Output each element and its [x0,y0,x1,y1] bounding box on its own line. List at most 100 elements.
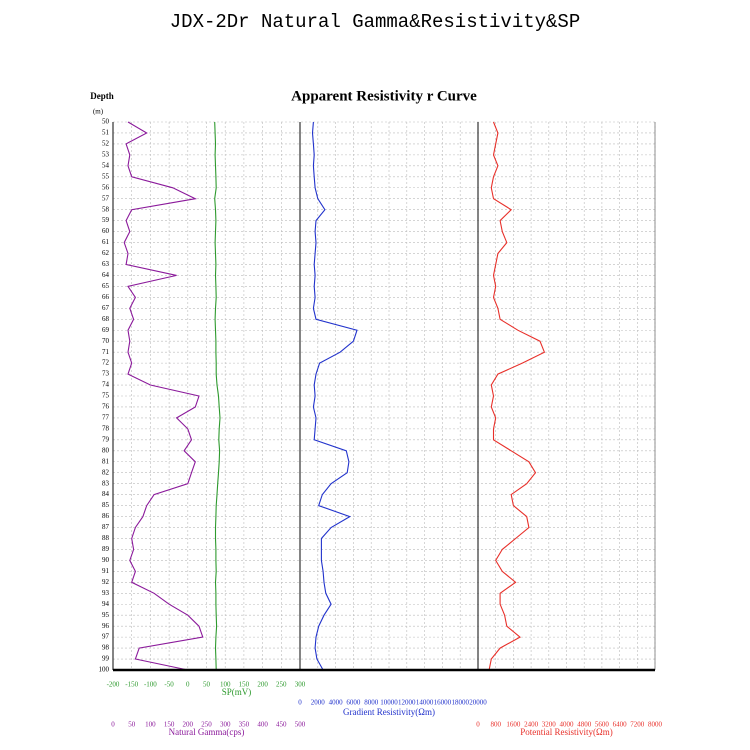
x-tick-label: 4000 [560,721,575,729]
y-tick-label: 83 [102,479,110,487]
x-tick-label: 150 [164,721,175,729]
y-tick-label: 85 [102,501,110,509]
y-tick-label: 50 [102,118,110,126]
y-axis-unit: (m) [93,108,104,116]
y-tick-label: 79 [102,435,110,443]
x-tick-label: 500 [295,721,306,729]
y-tick-label: 82 [102,468,110,476]
chart-title: JDX-2Dr Natural Gamma&Resistivity&SP [170,11,580,33]
curve [311,121,358,671]
y-tick-label: 94 [102,600,110,608]
x-tick-label: 400 [257,721,268,729]
y-tick-label: 68 [102,315,110,323]
x-tick-label: 300 [220,721,231,729]
x-tick-label: 18000 [451,699,469,707]
y-tick-label: 81 [102,457,110,465]
x-tick-label: 0 [111,721,115,729]
x-tick-label: 4000 [329,699,344,707]
y-tick-label: 95 [102,611,110,619]
x-tick-label: 300 [295,681,306,689]
x-tick-label: 1600 [506,721,521,729]
x-tick-label: 0 [186,681,190,689]
axis-label: Gradient Resistivity(Ωm) [343,707,435,717]
chart-subtitle: Apparent Resistivity r Curve [291,88,477,104]
y-tick-label: 77 [102,414,110,422]
y-tick-label: 96 [102,622,110,630]
y-tick-label: 55 [102,172,110,180]
x-tick-label: 3200 [542,721,557,729]
x-tick-label: 0 [476,721,480,729]
y-tick-label: 66 [102,293,110,301]
y-tick-label: 99 [102,655,110,663]
x-tick-label: 50 [128,721,136,729]
x-tick-label: 20000 [469,699,487,707]
curve [214,121,221,671]
x-tick-label: 0 [298,699,302,707]
x-tick-label: 8000 [364,699,379,707]
y-tick-label: 65 [102,282,110,290]
x-tick-label: 450 [276,721,287,729]
x-tick-label: 250 [201,721,212,729]
y-tick-label: 70 [102,337,110,345]
y-tick-label: 51 [102,129,110,137]
axis-label: Potential Resistivity(Ωm) [520,727,612,737]
y-tick-label: 91 [102,567,110,575]
y-tick-label: 52 [102,140,110,148]
x-tick-label: 50 [203,681,211,689]
y-tick-label: 87 [102,523,110,531]
y-tick-label: 72 [102,359,110,367]
y-tick-label: 54 [102,161,110,169]
y-tick-label: 80 [102,446,110,454]
x-tick-label: 200 [183,721,194,729]
x-tick-label: 6000 [346,699,361,707]
y-tick-label: 98 [102,644,110,652]
x-tick-label: -150 [125,681,138,689]
x-tick-label: -100 [144,681,157,689]
x-tick-label: 14000 [416,699,434,707]
y-tick-label: 84 [102,490,110,498]
y-tick-label: 86 [102,512,110,520]
x-tick-label: 100 [220,681,231,689]
y-tick-label: 76 [102,403,110,411]
y-tick-label: 57 [102,194,110,202]
y-tick-label: 58 [102,205,110,213]
y-tick-label: 63 [102,260,110,268]
y-tick-label: 97 [102,633,110,641]
x-tick-label: 250 [276,681,287,689]
y-tick-label: 74 [102,381,110,389]
y-tick-label: 78 [102,424,110,432]
x-tick-label: 10000 [380,699,398,707]
x-tick-label: 2400 [524,721,539,729]
curve [488,121,546,671]
y-tick-label: 92 [102,578,110,586]
y-tick-label: 59 [102,216,110,224]
curve [123,121,204,671]
x-tick-label: 800 [490,721,501,729]
y-tick-label: 71 [102,348,110,356]
y-tick-label: 75 [102,392,110,400]
x-tick-label: 5600 [595,721,610,729]
x-tick-label: 2000 [311,699,326,707]
y-tick-label: 93 [102,589,110,597]
y-tick-label: 73 [102,370,110,378]
y-tick-label: 61 [102,238,110,246]
y-axis-label: Depth [90,91,114,101]
y-tick-label: 88 [102,534,110,542]
x-tick-label: 150 [239,681,250,689]
x-tick-label: 12000 [398,699,416,707]
x-tick-label: -200 [107,681,120,689]
x-tick-label: 8000 [648,721,663,729]
y-tick-label: 89 [102,545,110,553]
x-tick-label: 16000 [434,699,452,707]
x-tick-label: 6400 [613,721,628,729]
x-tick-label: 4800 [577,721,592,729]
x-tick-label: 200 [257,681,268,689]
y-tick-label: 64 [102,271,110,279]
x-tick-label: 100 [145,721,156,729]
x-tick-label: 7200 [630,721,645,729]
y-tick-label: 90 [102,556,110,564]
axis-label: Natural Gamma(cps) [169,727,245,737]
y-tick-label: 69 [102,326,110,334]
x-tick-label: 350 [239,721,250,729]
